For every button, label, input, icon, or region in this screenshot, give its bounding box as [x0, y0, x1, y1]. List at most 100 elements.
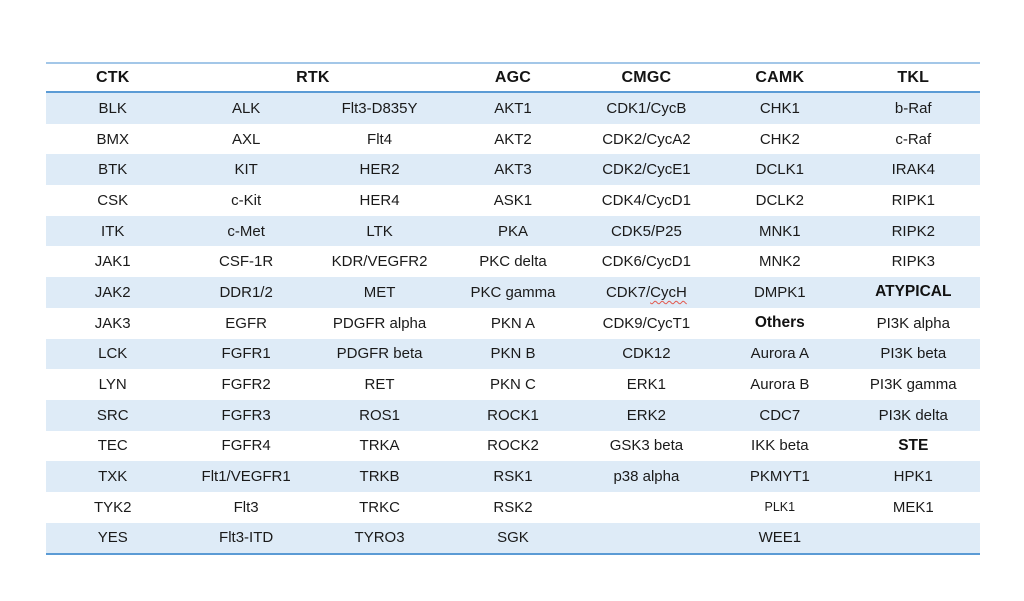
table-cell: ROCK2 [487, 437, 539, 455]
table-row: BMX AXL Flt4 AKT2 CDK2/CycA2 CHK2 c-Raf [46, 124, 980, 155]
table-cell: BTK [46, 154, 180, 186]
table-cell: ERK1 [626, 376, 666, 394]
table-cell: FGFR2 [221, 376, 271, 394]
table-cell: Aurora B [750, 376, 810, 394]
table-cell: TXK [46, 461, 180, 492]
table-cell: PLK1 [764, 500, 796, 515]
table-cell: Flt3-D835Y [312, 92, 447, 124]
table-row: JAK1 CSF-1R KDR/VEGFR2 PKC delta CDK6/CycD1 M… [46, 246, 980, 277]
table-cell: PDGFR beta [312, 338, 447, 370]
table-cell: b-Raf [846, 92, 980, 124]
table-head-row: CTK RTK AGC CMGC CAMK TKL [46, 63, 980, 93]
table-row: JAK2 DDR1/2 MET PKC gamma CDK7/CycH DMPK1 ATYP… [46, 277, 980, 308]
table-cell: HER4 [359, 191, 400, 209]
table-cell: Flt1/VEGFR1 [179, 461, 313, 492]
table-cell: CDK12 [579, 338, 714, 370]
table-cell: CDK1/CycB [579, 92, 714, 124]
table-cell: ASK1 [493, 191, 533, 209]
table-cell: PKN B [446, 338, 580, 370]
table-cell: CDK6/CycD1 [601, 253, 691, 271]
table-cell: CDK7/CycH [579, 277, 714, 308]
table-cell: c-Raf [895, 130, 932, 148]
table-cell: MET [312, 277, 447, 308]
table-row: ITK c-Met LTK PKA CDK5/P25 MNK1 RIPK2 [46, 215, 980, 247]
table-cell: CHK1 [713, 92, 847, 124]
table-cell: IKK beta [751, 437, 809, 455]
table-cell: YES [46, 522, 180, 555]
table-cell: CDK2/CycE1 [579, 154, 714, 186]
table-cell: MNK2 [758, 253, 801, 271]
table-cell: c-Met [179, 215, 313, 247]
table-cell: MNK1 [713, 215, 847, 247]
table-cell: ALK [179, 92, 313, 124]
table-cell: PKMYT1 [713, 461, 847, 492]
table-cell: AKT3 [446, 154, 580, 186]
table-cell: LYN [98, 376, 127, 394]
table-cell: TYRO3 [312, 522, 447, 555]
table-cell: RSK2 [493, 498, 533, 516]
column-header-ctk: CTK [46, 63, 180, 93]
table-cell: PKC gamma [446, 277, 580, 308]
table-row: BLK ALK Flt3-D835Y AKT1 CDK1/CycB CHK1 b-Raf [46, 92, 980, 124]
table-row: BTK KIT HER2 AKT3 CDK2/CycE1 DCLK1 IRAK4 [46, 154, 980, 186]
table-cell: TRKB [312, 461, 447, 492]
table-cell: PKN C [490, 376, 536, 394]
table-cell [846, 522, 980, 555]
table-row: YES Flt3-ITD TYRO3 SGK WEE1 [46, 522, 980, 555]
table-cell: DCLK1 [713, 154, 847, 186]
table-cell: PI3K gamma [869, 376, 957, 394]
table-cell: JAK1 [94, 253, 131, 271]
table-cell: p38 alpha [579, 461, 714, 492]
table-cell: PI3K delta [846, 399, 980, 431]
table-row: LCK FGFR1 PDGFR beta PKN B CDK12 Aurora A PI3K… [46, 338, 980, 370]
table-cell: TRKA [359, 437, 400, 455]
table-cell: GSK3 beta [609, 437, 684, 455]
table-cell: ROCK1 [446, 399, 580, 431]
table-cell [580, 492, 713, 523]
table-cell: HPK1 [846, 461, 980, 492]
table-cell: CSK [97, 191, 129, 209]
table-cell: RET [364, 376, 395, 394]
table-cell: KDR/VEGFR2 [331, 253, 428, 271]
table-cell: WEE1 [713, 522, 847, 555]
table-cell: PDGFR alpha [332, 314, 427, 332]
table-cell: FGFR3 [179, 399, 313, 431]
table-cell: CHK2 [759, 130, 800, 148]
table-cell: c-Kit [231, 191, 262, 209]
table-cell: AKT2 [494, 130, 532, 148]
table-row: JAK3 EGFR PDGFR alpha PKN A CDK9/CycT1 Others… [46, 308, 980, 339]
table-cell: FGFR1 [179, 338, 313, 370]
table-cell: CDK4/CycD1 [601, 191, 691, 209]
table-cell: EGFR [225, 314, 267, 332]
table-cell: Flt3 [233, 498, 259, 516]
table-cell: STE [898, 436, 929, 454]
table-cell: Aurora A [713, 338, 847, 370]
table-body: BLK ALK Flt3-D835Y AKT1 CDK1/CycB CHK1 b-Raf BM… [46, 92, 980, 555]
table-cell: RSK1 [446, 461, 580, 492]
table-cell: MEK1 [892, 498, 934, 516]
table-row: TYK2 Flt3 TRKC RSK2 PLK1 MEK1 [46, 492, 980, 523]
table-cell: ITK [46, 215, 180, 247]
table-cell: Flt3-ITD [179, 522, 313, 555]
column-header-rtk: RTK [179, 63, 447, 93]
table-cell: AKT1 [446, 92, 580, 124]
table-row: SRC FGFR3 ROS1 ROCK1 ERK2 CDC7 PI3K delta [46, 399, 980, 431]
table-cell: RIPK1 [891, 191, 935, 209]
table-cell: CDK9/CycT1 [602, 314, 691, 332]
table-cell: HER2 [312, 154, 447, 186]
column-header-agc: AGC [446, 63, 580, 93]
table-cell: SRC [46, 399, 180, 431]
table-cell: CDK5/P25 [579, 215, 714, 247]
table-cell: ROS1 [312, 399, 447, 431]
table-cell: BMX [96, 130, 129, 148]
table-cell: RIPK2 [846, 215, 980, 247]
misspelled-text: CycH [650, 283, 687, 301]
table-cell: CSF-1R [219, 253, 274, 271]
table-cell: LCK [46, 338, 180, 370]
table-cell: PI3K beta [846, 338, 980, 370]
table-cell: CDC7 [713, 399, 847, 431]
table-row: CSK c-Kit HER4 ASK1 CDK4/CycD1 DCLK2 RIPK1 [46, 185, 980, 216]
column-header-cmgc: CMGC [579, 63, 714, 93]
table-cell: FGFR4 [221, 437, 271, 455]
